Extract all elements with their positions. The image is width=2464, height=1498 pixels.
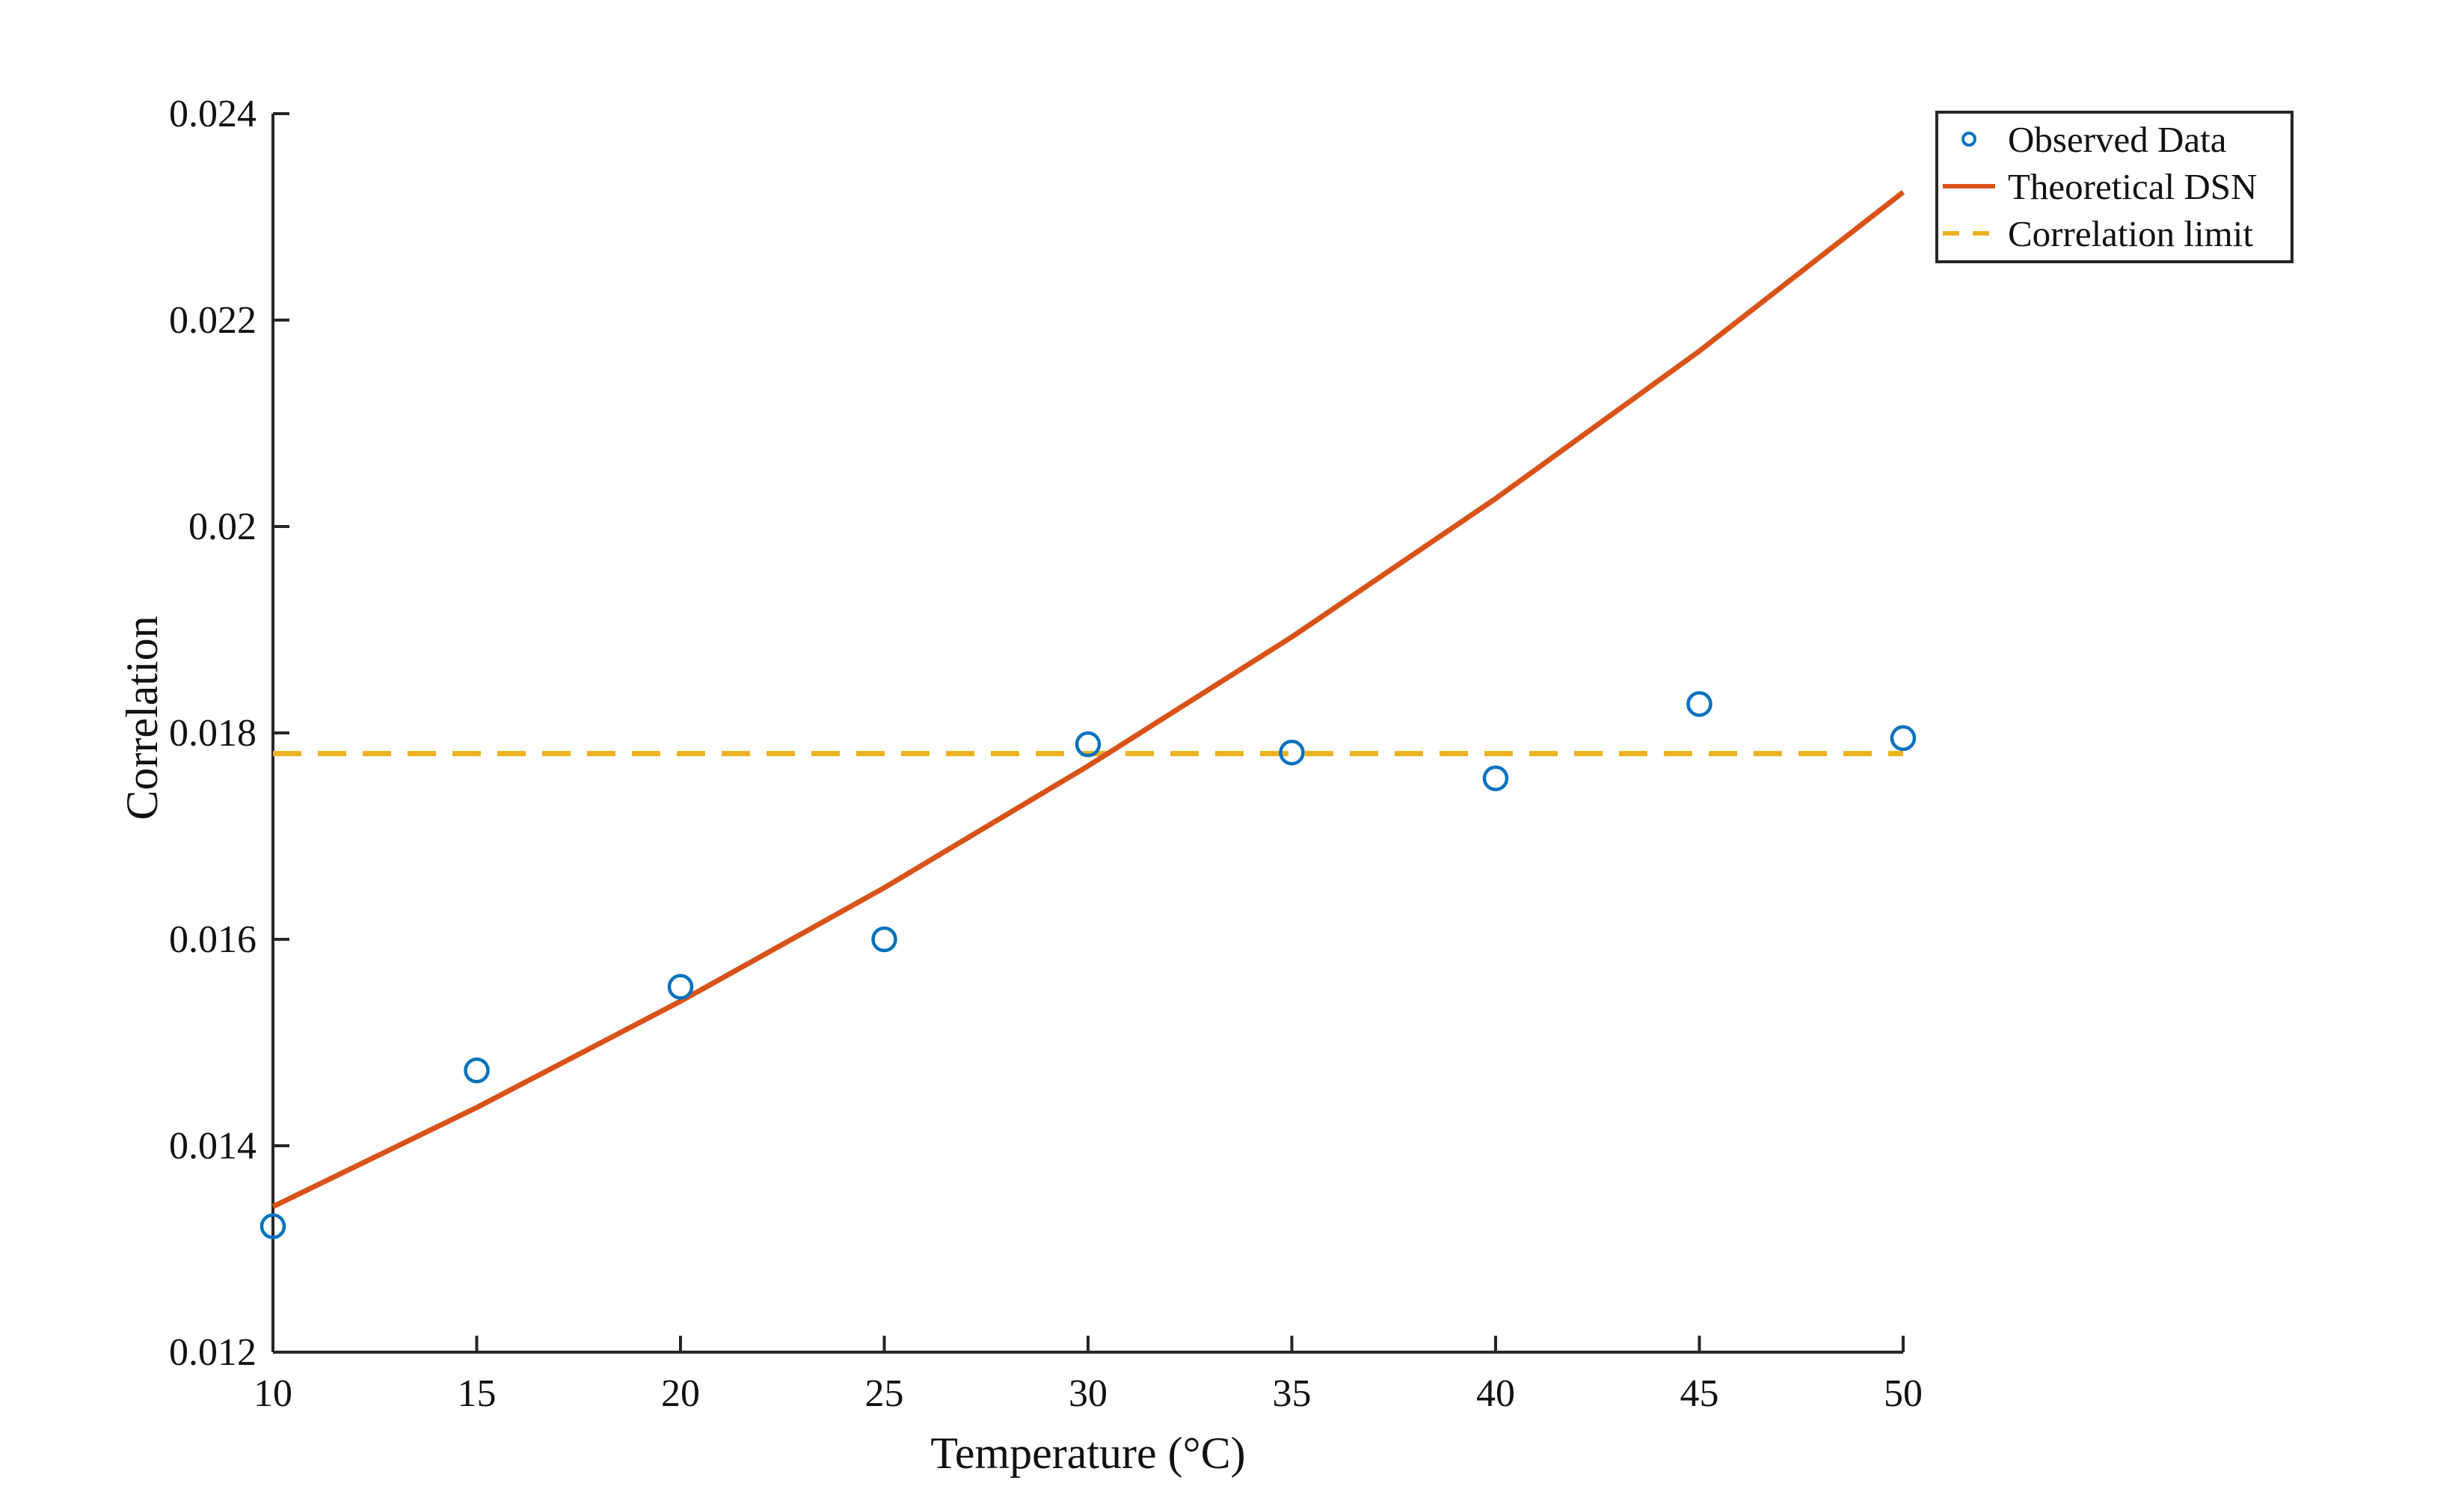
- x-tick-label: 40: [1476, 1372, 1515, 1415]
- x-tick-label: 30: [1069, 1372, 1107, 1415]
- legend-label: Observed Data: [2008, 119, 2227, 160]
- x-tick-label: 15: [458, 1372, 497, 1415]
- legend-box: [1935, 111, 2294, 263]
- x-tick-label: 50: [1884, 1372, 1923, 1415]
- theoretical-dsn-line: [271, 190, 1905, 1209]
- legend: Observed Data Theoretical DSN Correlation …: [1935, 111, 2294, 263]
- observed-data-point: [667, 974, 694, 1000]
- observed-data-point: [1279, 739, 1305, 766]
- y-tick-label: 0.012: [169, 1331, 256, 1374]
- observed-data-point: [1482, 765, 1509, 791]
- x-axis-title: Temperature (°C): [930, 1428, 1245, 1478]
- observed-data-point: [1075, 731, 1102, 758]
- plot-area: [259, 190, 1917, 1239]
- y-tick-label: 0.014: [169, 1125, 256, 1167]
- y-tick-label: 0.016: [169, 918, 256, 961]
- x-tick-label: 10: [254, 1372, 292, 1415]
- x-tick-label: 25: [865, 1372, 904, 1415]
- legend-label: Theoretical DSN: [2008, 166, 2257, 207]
- legend-label: Correlation limit: [2008, 213, 2253, 254]
- x-tick-label: 20: [661, 1372, 700, 1415]
- y-tick-label: 0.018: [169, 712, 256, 755]
- x-tick-label: 35: [1273, 1372, 1312, 1415]
- observed-data-point: [259, 1213, 286, 1239]
- y-axis-title: Correlation: [117, 616, 167, 820]
- y-tick-label: 0.02: [188, 506, 256, 548]
- x-tick-label: 45: [1680, 1372, 1719, 1415]
- observed-data-point: [871, 926, 897, 953]
- axes: 10 15 20 25 30 35 40 45 50 0.012 0.014 0.016 0.018 0.…: [169, 93, 1923, 1415]
- observed-data-point: [464, 1057, 490, 1084]
- y-tick-label: 0.022: [169, 299, 256, 342]
- y-tick-label: 0.024: [169, 93, 256, 135]
- legend-marker-observed: [1961, 132, 1976, 147]
- observed-data-point: [1890, 725, 1917, 752]
- observed-data-point: [1686, 691, 1712, 717]
